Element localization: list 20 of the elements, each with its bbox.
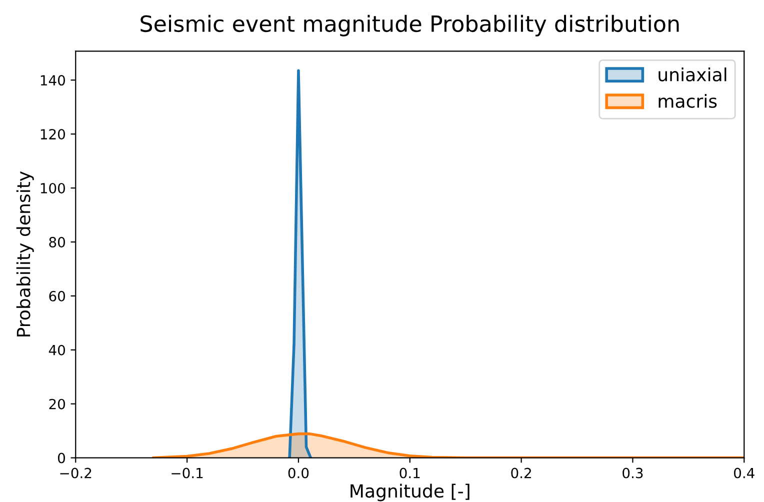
y-tick-label: 80: [49, 236, 65, 248]
y-tick-label: 0: [58, 452, 65, 464]
x-tick-label: 0.0: [288, 468, 309, 478]
y-tick-label: 120: [40, 129, 65, 140]
y-tick-label: 60: [49, 290, 65, 302]
y-tick-label: 40: [48, 344, 65, 356]
x-tick-label: 0.4: [734, 468, 754, 478]
y-tick-label: 20: [49, 398, 65, 410]
y-axis-title: Probability density: [16, 171, 34, 336]
x-axis-title: Magnitude [-]: [350, 484, 470, 502]
legend-label: uniaxial: [658, 67, 726, 82]
x-tick-label: 0.3: [622, 468, 643, 478]
y-tick-label: 140: [40, 75, 65, 86]
x-tick-label: −0.2: [60, 468, 92, 478]
chart-title: Seismic event magnitude Probability distribution: [140, 14, 679, 36]
y-tick-label: 100: [40, 182, 65, 194]
legend-label: macris: [658, 94, 717, 108]
x-tick-label: 0.1: [400, 468, 420, 478]
x-tick-label: 0.2: [511, 468, 531, 478]
x-tick-label: −0.1: [172, 468, 203, 478]
